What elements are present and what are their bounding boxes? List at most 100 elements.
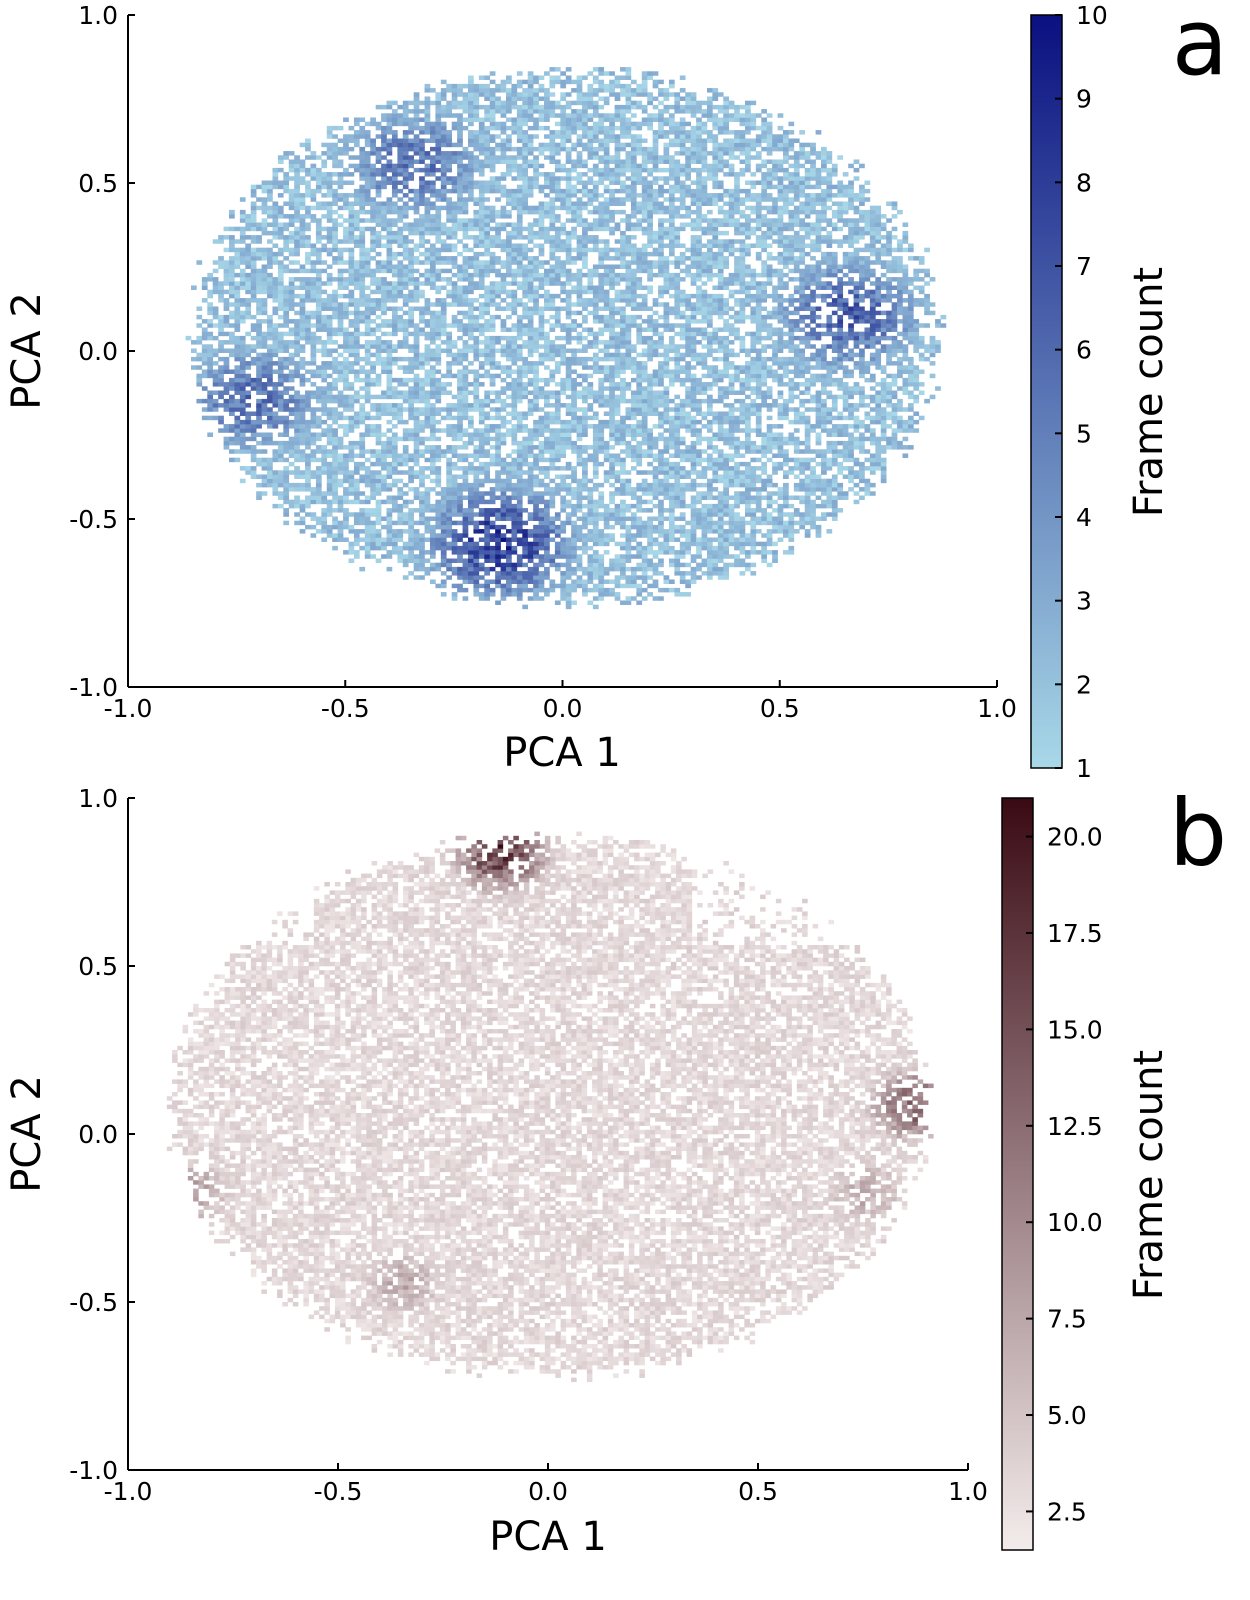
heatmap-cell-a xyxy=(489,579,496,584)
heatmap-cell-a xyxy=(565,306,572,311)
heatmap-cell-a xyxy=(386,440,393,446)
heatmap-cell-a xyxy=(544,436,550,442)
heatmap-cell-a xyxy=(451,323,458,328)
heatmap-cell-a xyxy=(283,512,290,517)
heatmap-cell-a xyxy=(495,340,501,345)
heatmap-cell-a xyxy=(522,369,529,374)
heatmap-cell-a xyxy=(239,365,246,370)
heatmap-cell-a xyxy=(353,344,360,349)
heatmap-cell-a xyxy=(370,533,376,538)
heatmap-cell-a xyxy=(294,503,300,509)
heatmap-cell-a xyxy=(250,272,257,278)
heatmap-cell-a xyxy=(408,478,414,484)
heatmap-cell-a xyxy=(516,508,523,513)
heatmap-cell-a xyxy=(457,508,463,513)
heatmap-cell-a xyxy=(565,512,572,517)
heatmap-cell-a xyxy=(326,327,333,332)
heatmap-cell-a xyxy=(419,352,425,358)
heatmap-cell-a xyxy=(435,146,442,152)
heatmap-cell-a xyxy=(283,214,290,219)
heatmap-cell-a xyxy=(332,449,338,454)
heatmap-cell-a xyxy=(364,390,371,395)
heatmap-cell-a xyxy=(370,470,376,475)
heatmap-cell-a xyxy=(272,335,279,341)
heatmap-cell-a xyxy=(234,407,241,412)
heatmap-cell-a xyxy=(408,188,414,194)
heatmap-cell-a xyxy=(419,516,425,521)
heatmap-cell-a xyxy=(256,352,262,358)
heatmap-cell-a xyxy=(402,109,409,114)
heatmap-cell-a xyxy=(457,466,463,471)
heatmap-cell-a xyxy=(408,365,414,370)
heatmap-cell-a xyxy=(359,285,366,290)
heatmap-cell-a xyxy=(484,323,491,328)
heatmap-cell-a xyxy=(413,285,420,290)
heatmap-cell-a xyxy=(489,134,496,139)
heatmap-cell-a xyxy=(549,302,556,307)
heatmap-cell-a xyxy=(565,499,572,505)
heatmap-cell-a xyxy=(283,356,290,362)
heatmap-cell-a xyxy=(468,575,474,580)
heatmap-cell-a xyxy=(359,159,366,164)
heatmap-cell-a xyxy=(478,293,485,299)
heatmap-cell-a xyxy=(560,377,567,383)
heatmap-cell-a xyxy=(315,289,322,295)
heatmap-cell-a xyxy=(386,499,393,505)
heatmap-cell-a xyxy=(544,348,550,353)
heatmap-cell-a xyxy=(391,323,398,328)
heatmap-cell-a xyxy=(473,109,480,114)
heatmap-cell-a xyxy=(364,251,371,257)
heatmap-cell-a xyxy=(424,310,431,316)
heatmap-cell-a xyxy=(457,453,463,458)
heatmap-cell-a xyxy=(212,373,219,379)
heatmap-cell-a xyxy=(522,440,529,446)
heatmap-cell-a xyxy=(386,529,393,534)
heatmap-cell-a xyxy=(468,222,474,227)
heatmap-cell-a xyxy=(256,197,262,202)
heatmap-cell-a xyxy=(554,306,561,311)
heatmap-cell-a xyxy=(516,71,523,76)
heatmap-cell-a xyxy=(348,419,355,425)
heatmap-cell-a xyxy=(277,298,284,303)
heatmap-cell-a xyxy=(245,365,252,370)
heatmap-cell-a xyxy=(256,361,262,366)
heatmap-cell-a xyxy=(381,184,387,190)
heatmap-cell-a xyxy=(424,172,431,177)
heatmap-cell-a xyxy=(527,151,534,156)
heatmap-cell-a xyxy=(375,415,382,421)
heatmap-cell-a xyxy=(321,428,328,433)
heatmap-cell-a xyxy=(294,520,300,526)
heatmap-cell-a xyxy=(207,361,214,366)
heatmap-cell-a xyxy=(305,289,311,295)
heatmap-cell-a xyxy=(500,172,507,177)
heatmap-cell-a xyxy=(451,142,458,148)
heatmap-cell-a xyxy=(500,159,507,164)
heatmap-cell-a xyxy=(337,172,344,177)
heatmap-cell-a xyxy=(343,197,349,202)
heatmap-cell-a xyxy=(435,109,442,114)
heatmap-cell-a xyxy=(440,151,447,156)
heatmap-cell-a xyxy=(506,235,512,240)
heatmap-cell-a xyxy=(462,218,469,223)
heatmap-cell-a xyxy=(511,466,518,471)
heatmap-cell-a xyxy=(288,461,295,467)
heatmap-cell-a xyxy=(267,239,273,244)
heatmap-cell-a xyxy=(451,125,458,131)
heatmap-cell-a xyxy=(554,583,561,589)
heatmap-cell-a xyxy=(565,193,572,198)
heatmap-cell-a xyxy=(495,281,501,286)
heatmap-cell-a xyxy=(522,226,529,232)
heatmap-cell-a xyxy=(364,428,371,433)
heatmap-cell-a xyxy=(533,579,539,584)
heatmap-cell-a xyxy=(451,113,458,118)
heatmap-cell-a xyxy=(353,390,360,395)
heatmap-cell-a xyxy=(527,323,534,328)
heatmap-cell-a xyxy=(484,222,491,227)
heatmap-cell-a xyxy=(440,205,447,211)
heatmap-cell-a xyxy=(261,256,268,261)
heatmap-cell-a xyxy=(484,142,491,148)
heatmap-cell-a xyxy=(353,361,360,366)
heatmap-cell-a xyxy=(419,545,425,551)
heatmap-cell-a xyxy=(234,314,241,320)
heatmap-cell-a xyxy=(310,424,317,429)
